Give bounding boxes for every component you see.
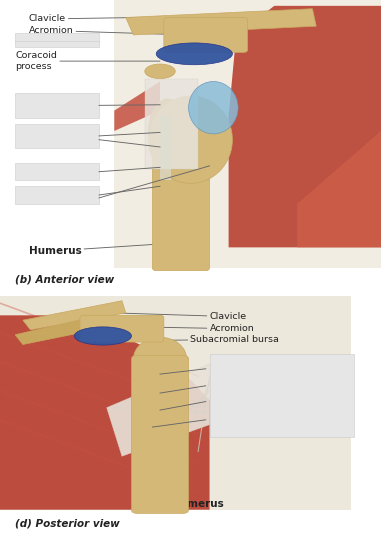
Bar xyxy=(114,0,381,268)
Polygon shape xyxy=(107,364,210,456)
FancyBboxPatch shape xyxy=(152,134,210,271)
Ellipse shape xyxy=(145,64,175,78)
Bar xyxy=(0,296,351,509)
Polygon shape xyxy=(229,6,381,247)
FancyBboxPatch shape xyxy=(131,356,189,513)
Ellipse shape xyxy=(189,82,238,134)
Polygon shape xyxy=(15,315,107,344)
Text: Humerus: Humerus xyxy=(29,243,175,256)
Bar xyxy=(15,186,99,203)
Text: Acromion: Acromion xyxy=(107,324,254,333)
Text: Clavicle: Clavicle xyxy=(29,14,236,23)
Bar xyxy=(160,116,171,180)
Polygon shape xyxy=(114,82,160,131)
Polygon shape xyxy=(23,301,126,330)
FancyBboxPatch shape xyxy=(164,18,248,52)
Bar xyxy=(210,354,354,437)
Bar xyxy=(15,93,99,118)
Ellipse shape xyxy=(149,96,232,183)
Bar xyxy=(15,124,99,148)
Bar xyxy=(15,41,99,46)
Polygon shape xyxy=(0,315,210,509)
Polygon shape xyxy=(297,131,381,247)
Ellipse shape xyxy=(156,43,232,65)
Ellipse shape xyxy=(74,327,131,345)
Text: Coracoid
process: Coracoid process xyxy=(15,51,160,71)
Text: Clavicle: Clavicle xyxy=(114,312,247,321)
Text: Subacromial bursa: Subacromial bursa xyxy=(95,335,279,344)
FancyBboxPatch shape xyxy=(80,315,164,342)
Bar xyxy=(15,163,99,180)
Text: (b) Anterior view: (b) Anterior view xyxy=(15,274,114,285)
Ellipse shape xyxy=(149,99,187,163)
Polygon shape xyxy=(126,9,316,35)
Text: Acromion: Acromion xyxy=(29,26,206,35)
Bar xyxy=(15,33,99,42)
Ellipse shape xyxy=(133,337,187,381)
Text: (d) Posterior view: (d) Posterior view xyxy=(15,519,120,529)
Polygon shape xyxy=(145,78,198,169)
Text: Humerus: Humerus xyxy=(145,496,224,508)
